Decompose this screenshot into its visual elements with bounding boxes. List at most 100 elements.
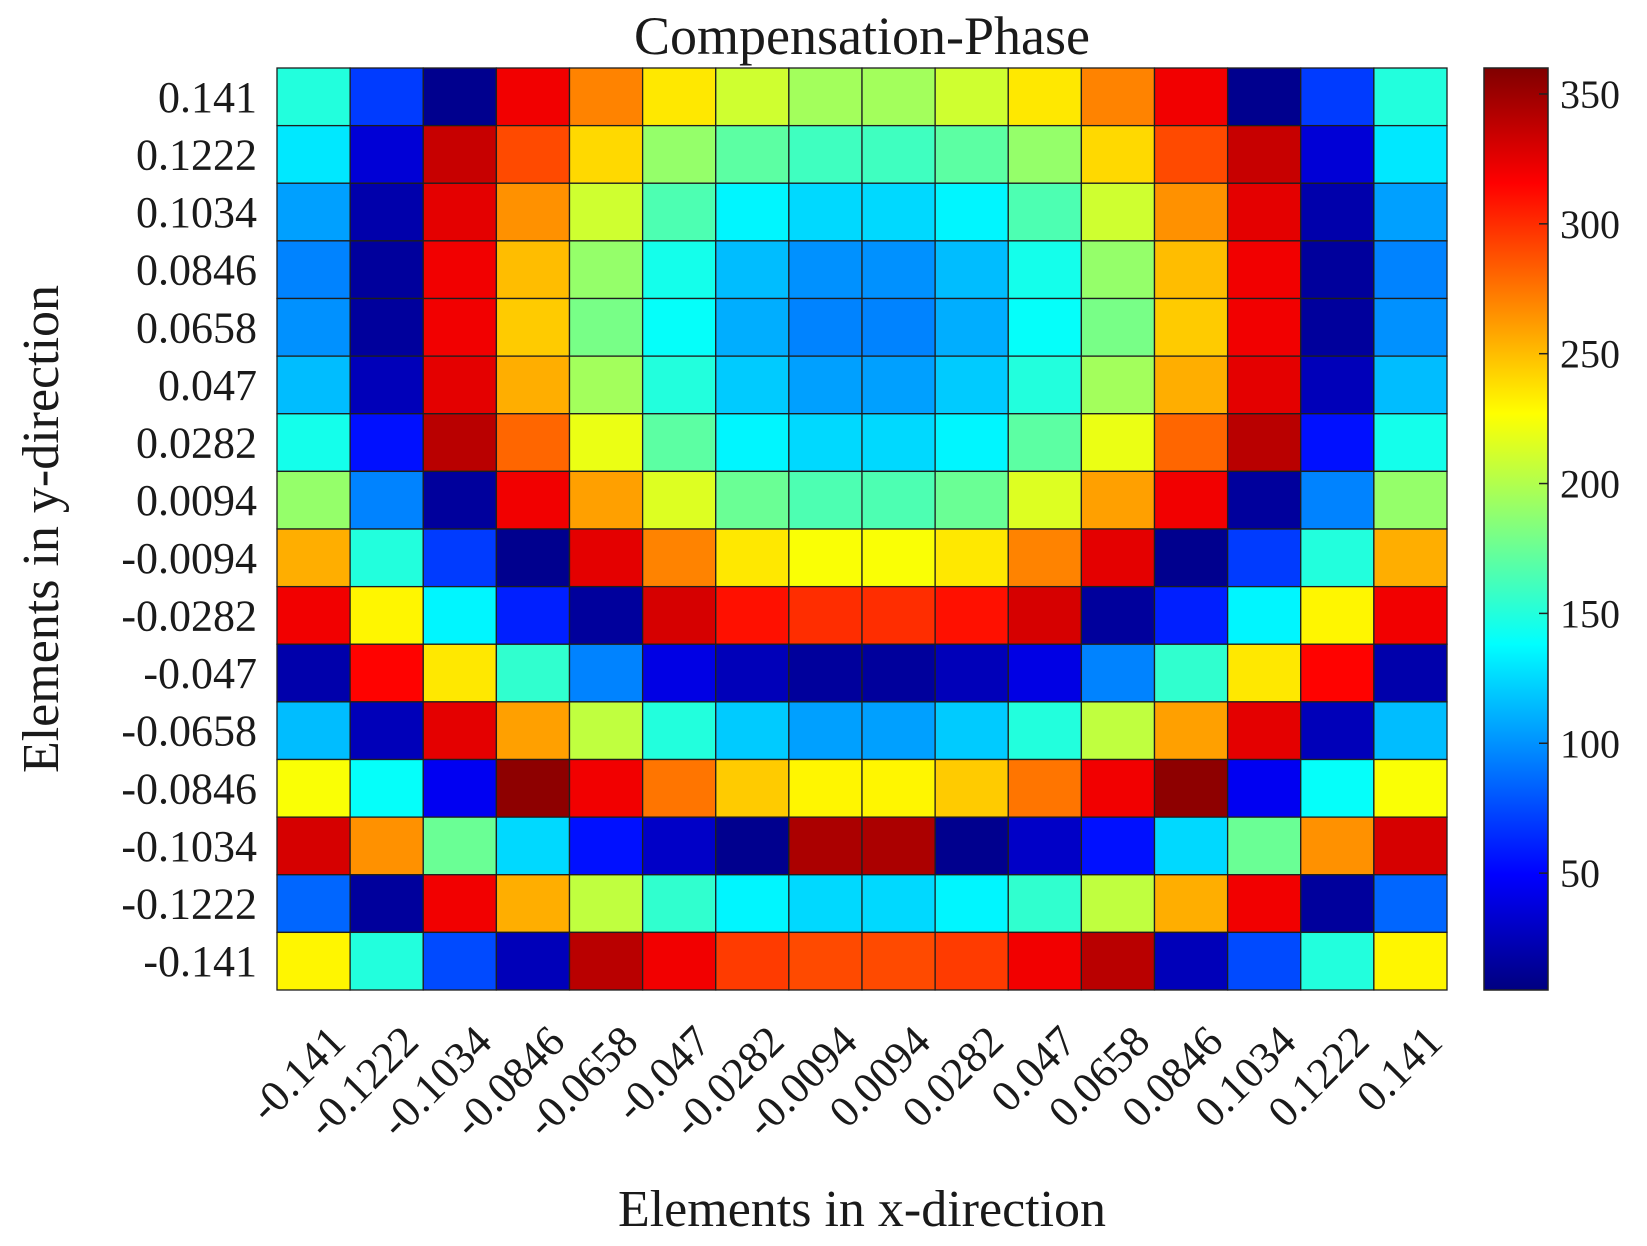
heatmap-cell <box>1300 701 1375 761</box>
heatmap-cell <box>568 701 644 761</box>
heatmap-cell <box>1226 931 1302 991</box>
heatmap-cell <box>1007 758 1083 818</box>
heatmap-cell <box>1226 758 1302 818</box>
heatmap-cell <box>861 67 936 127</box>
heatmap-cell <box>1226 816 1302 876</box>
heatmap-cell <box>422 528 498 588</box>
heatmap-cell <box>861 816 936 876</box>
heatmap-cell <box>715 240 790 300</box>
colorbar-tick-label: 50 <box>1560 851 1600 896</box>
heatmap-cell <box>276 585 351 645</box>
heatmap-cell <box>1153 182 1229 242</box>
heatmap-cell <box>1300 240 1375 300</box>
heatmap-cell <box>1080 701 1156 761</box>
heatmap-cell <box>641 585 717 645</box>
heatmap-cell <box>788 240 863 300</box>
y-tick-label: -0.047 <box>143 649 257 698</box>
heatmap-cell <box>422 643 498 703</box>
heatmap-cell <box>1226 585 1302 645</box>
heatmap-cell <box>788 758 863 818</box>
heatmap-cell <box>276 240 351 300</box>
heatmap-cell <box>1007 470 1083 530</box>
heatmap-cell <box>1373 701 1448 761</box>
heatmap-cell <box>934 758 1009 818</box>
heatmap-cell <box>495 701 571 761</box>
heatmap-cell <box>495 528 571 588</box>
heatmap-cell <box>349 874 424 934</box>
heatmap-cell <box>788 182 863 242</box>
heatmap-cell <box>1373 816 1448 876</box>
heatmap-cell <box>1153 297 1229 357</box>
heatmap-cell <box>568 585 644 645</box>
heatmap-cell <box>1080 124 1156 184</box>
y-tick-label: -0.0282 <box>121 591 257 640</box>
heatmap-cell <box>276 816 351 876</box>
heatmap-cell <box>1080 413 1156 473</box>
heatmap-cell <box>276 182 351 242</box>
heatmap-cell <box>715 874 790 934</box>
heatmap-cell <box>568 643 644 703</box>
heatmap-cell <box>1226 701 1302 761</box>
heatmap-cell <box>715 67 790 127</box>
heatmap-cell <box>349 701 424 761</box>
heatmap-cell <box>934 470 1009 530</box>
heatmap-cell <box>349 355 424 415</box>
heatmap-cell <box>422 470 498 530</box>
heatmap-cell <box>276 124 351 184</box>
heatmap-cell <box>422 931 498 991</box>
heatmap-cell <box>1153 470 1229 530</box>
heatmap-cell <box>715 585 790 645</box>
heatmap-cell <box>788 297 863 357</box>
colorbar <box>1483 67 1549 991</box>
heatmap-cell <box>641 816 717 876</box>
heatmap-cell <box>641 758 717 818</box>
heatmap-cell <box>1373 585 1448 645</box>
heatmap-cell <box>934 701 1009 761</box>
heatmap-cell <box>788 701 863 761</box>
heatmap-cell <box>1007 874 1083 934</box>
heatmap-cell <box>568 758 644 818</box>
heatmap-cell <box>788 931 863 991</box>
y-tick-label: 0.1222 <box>136 130 257 179</box>
y-axis-label: Elements in y-direction <box>13 285 70 773</box>
heatmap-cell <box>422 240 498 300</box>
colorbar-tick-label: 300 <box>1560 202 1620 247</box>
heatmap-cell <box>349 67 424 127</box>
heatmap-cell <box>495 67 571 127</box>
heatmap-cell <box>1300 470 1375 530</box>
heatmap-cell <box>861 297 936 357</box>
heatmap-cell <box>788 643 863 703</box>
heatmap-cell <box>568 124 644 184</box>
heatmap-cell <box>422 413 498 473</box>
y-tick-label: 0.0282 <box>136 419 257 468</box>
heatmap-cell <box>1007 931 1083 991</box>
heatmap-cell <box>276 67 351 127</box>
heatmap-cell <box>934 874 1009 934</box>
heatmap-cell <box>495 182 571 242</box>
heatmap-cell <box>422 355 498 415</box>
heatmap-cell <box>1080 470 1156 530</box>
heatmap-cell <box>1300 124 1375 184</box>
heatmap-cell <box>276 297 351 357</box>
heatmap-cell <box>1007 240 1083 300</box>
heatmap-cell <box>1080 182 1156 242</box>
heatmap-cell <box>1226 240 1302 300</box>
y-tick-label: -0.0094 <box>121 534 257 583</box>
heatmap-cell <box>1153 758 1229 818</box>
y-tick-label: -0.1222 <box>121 880 257 929</box>
heatmap-cell <box>1373 874 1448 934</box>
heatmap-cell <box>715 931 790 991</box>
heatmap-cell <box>715 470 790 530</box>
heatmap-cell <box>1373 758 1448 818</box>
heatmap-cell <box>641 355 717 415</box>
heatmap-cell <box>861 124 936 184</box>
heatmap-cell <box>568 355 644 415</box>
heatmap-cell <box>715 355 790 415</box>
heatmap-cell <box>934 182 1009 242</box>
heatmap-cell <box>1080 931 1156 991</box>
heatmap-cell <box>1153 67 1229 127</box>
heatmap-cell <box>715 124 790 184</box>
heatmap-cell <box>1007 528 1083 588</box>
heatmap-cell <box>861 528 936 588</box>
heatmap-cell <box>422 701 498 761</box>
